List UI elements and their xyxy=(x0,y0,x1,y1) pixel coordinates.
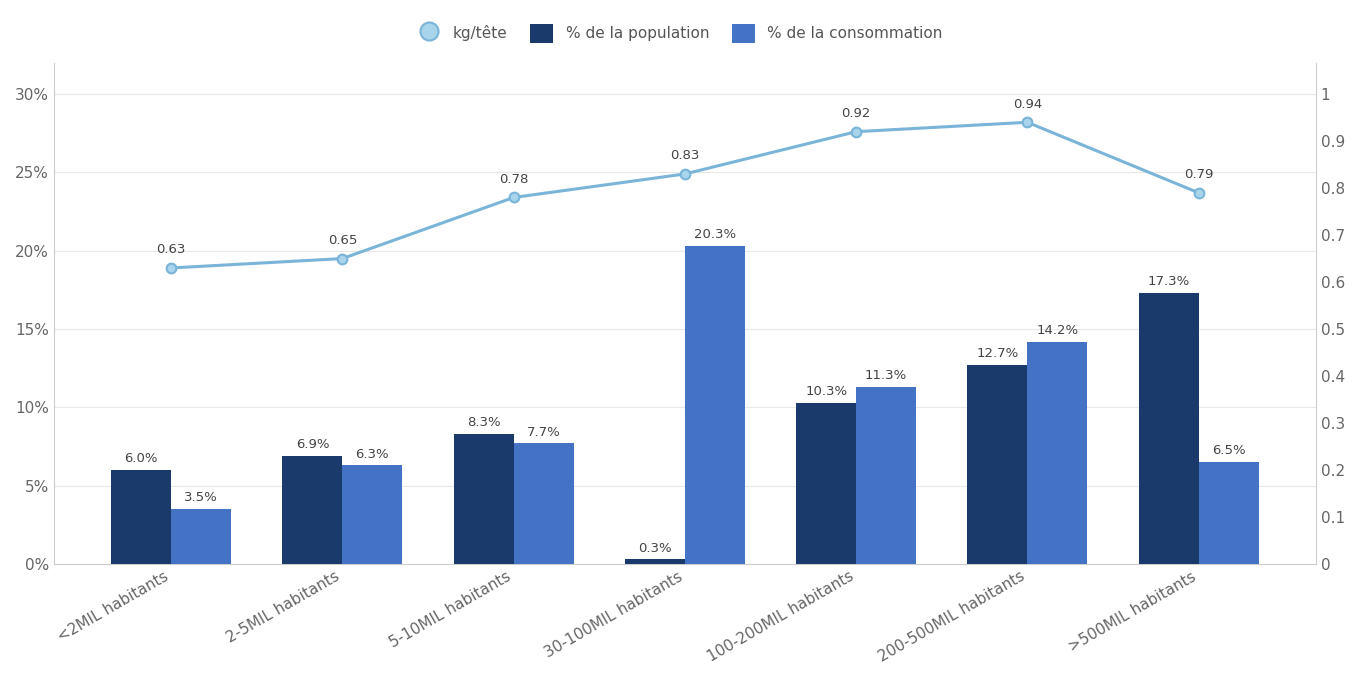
Legend: kg/tête, % de la population, % de la consommation: kg/tête, % de la population, % de la con… xyxy=(412,18,948,49)
Bar xyxy=(171,509,231,564)
Bar xyxy=(343,465,403,564)
Text: 14.2%: 14.2% xyxy=(1036,324,1078,337)
Text: 8.3%: 8.3% xyxy=(466,416,500,429)
Text: 0.63: 0.63 xyxy=(156,243,186,256)
Bar xyxy=(796,403,855,564)
Bar xyxy=(112,470,171,564)
Bar xyxy=(283,456,343,564)
Text: 0.92: 0.92 xyxy=(842,107,870,120)
Text: 0.3%: 0.3% xyxy=(638,542,672,555)
Text: 3.5%: 3.5% xyxy=(184,492,218,505)
Text: 7.7%: 7.7% xyxy=(526,426,560,439)
Bar xyxy=(454,434,514,564)
Text: 6.5%: 6.5% xyxy=(1212,445,1246,458)
Bar xyxy=(967,365,1027,564)
Text: 0.94: 0.94 xyxy=(1013,97,1042,111)
Bar xyxy=(1198,462,1258,564)
Text: 17.3%: 17.3% xyxy=(1148,275,1190,288)
Bar xyxy=(626,560,685,564)
Text: 0.83: 0.83 xyxy=(670,149,699,163)
Text: 6.3%: 6.3% xyxy=(355,447,389,460)
Text: 12.7%: 12.7% xyxy=(976,347,1019,360)
Bar xyxy=(855,387,917,564)
Text: 6.9%: 6.9% xyxy=(295,438,329,452)
Text: 6.0%: 6.0% xyxy=(125,452,158,465)
Text: 0.78: 0.78 xyxy=(499,173,528,186)
Text: 0.79: 0.79 xyxy=(1185,168,1213,181)
Text: 20.3%: 20.3% xyxy=(694,228,736,241)
Bar xyxy=(685,246,745,564)
Bar xyxy=(1138,293,1198,564)
Text: 10.3%: 10.3% xyxy=(805,385,847,398)
Bar xyxy=(1027,341,1087,564)
Text: 11.3%: 11.3% xyxy=(865,369,907,382)
Text: 0.65: 0.65 xyxy=(328,234,358,247)
Bar xyxy=(514,443,574,564)
